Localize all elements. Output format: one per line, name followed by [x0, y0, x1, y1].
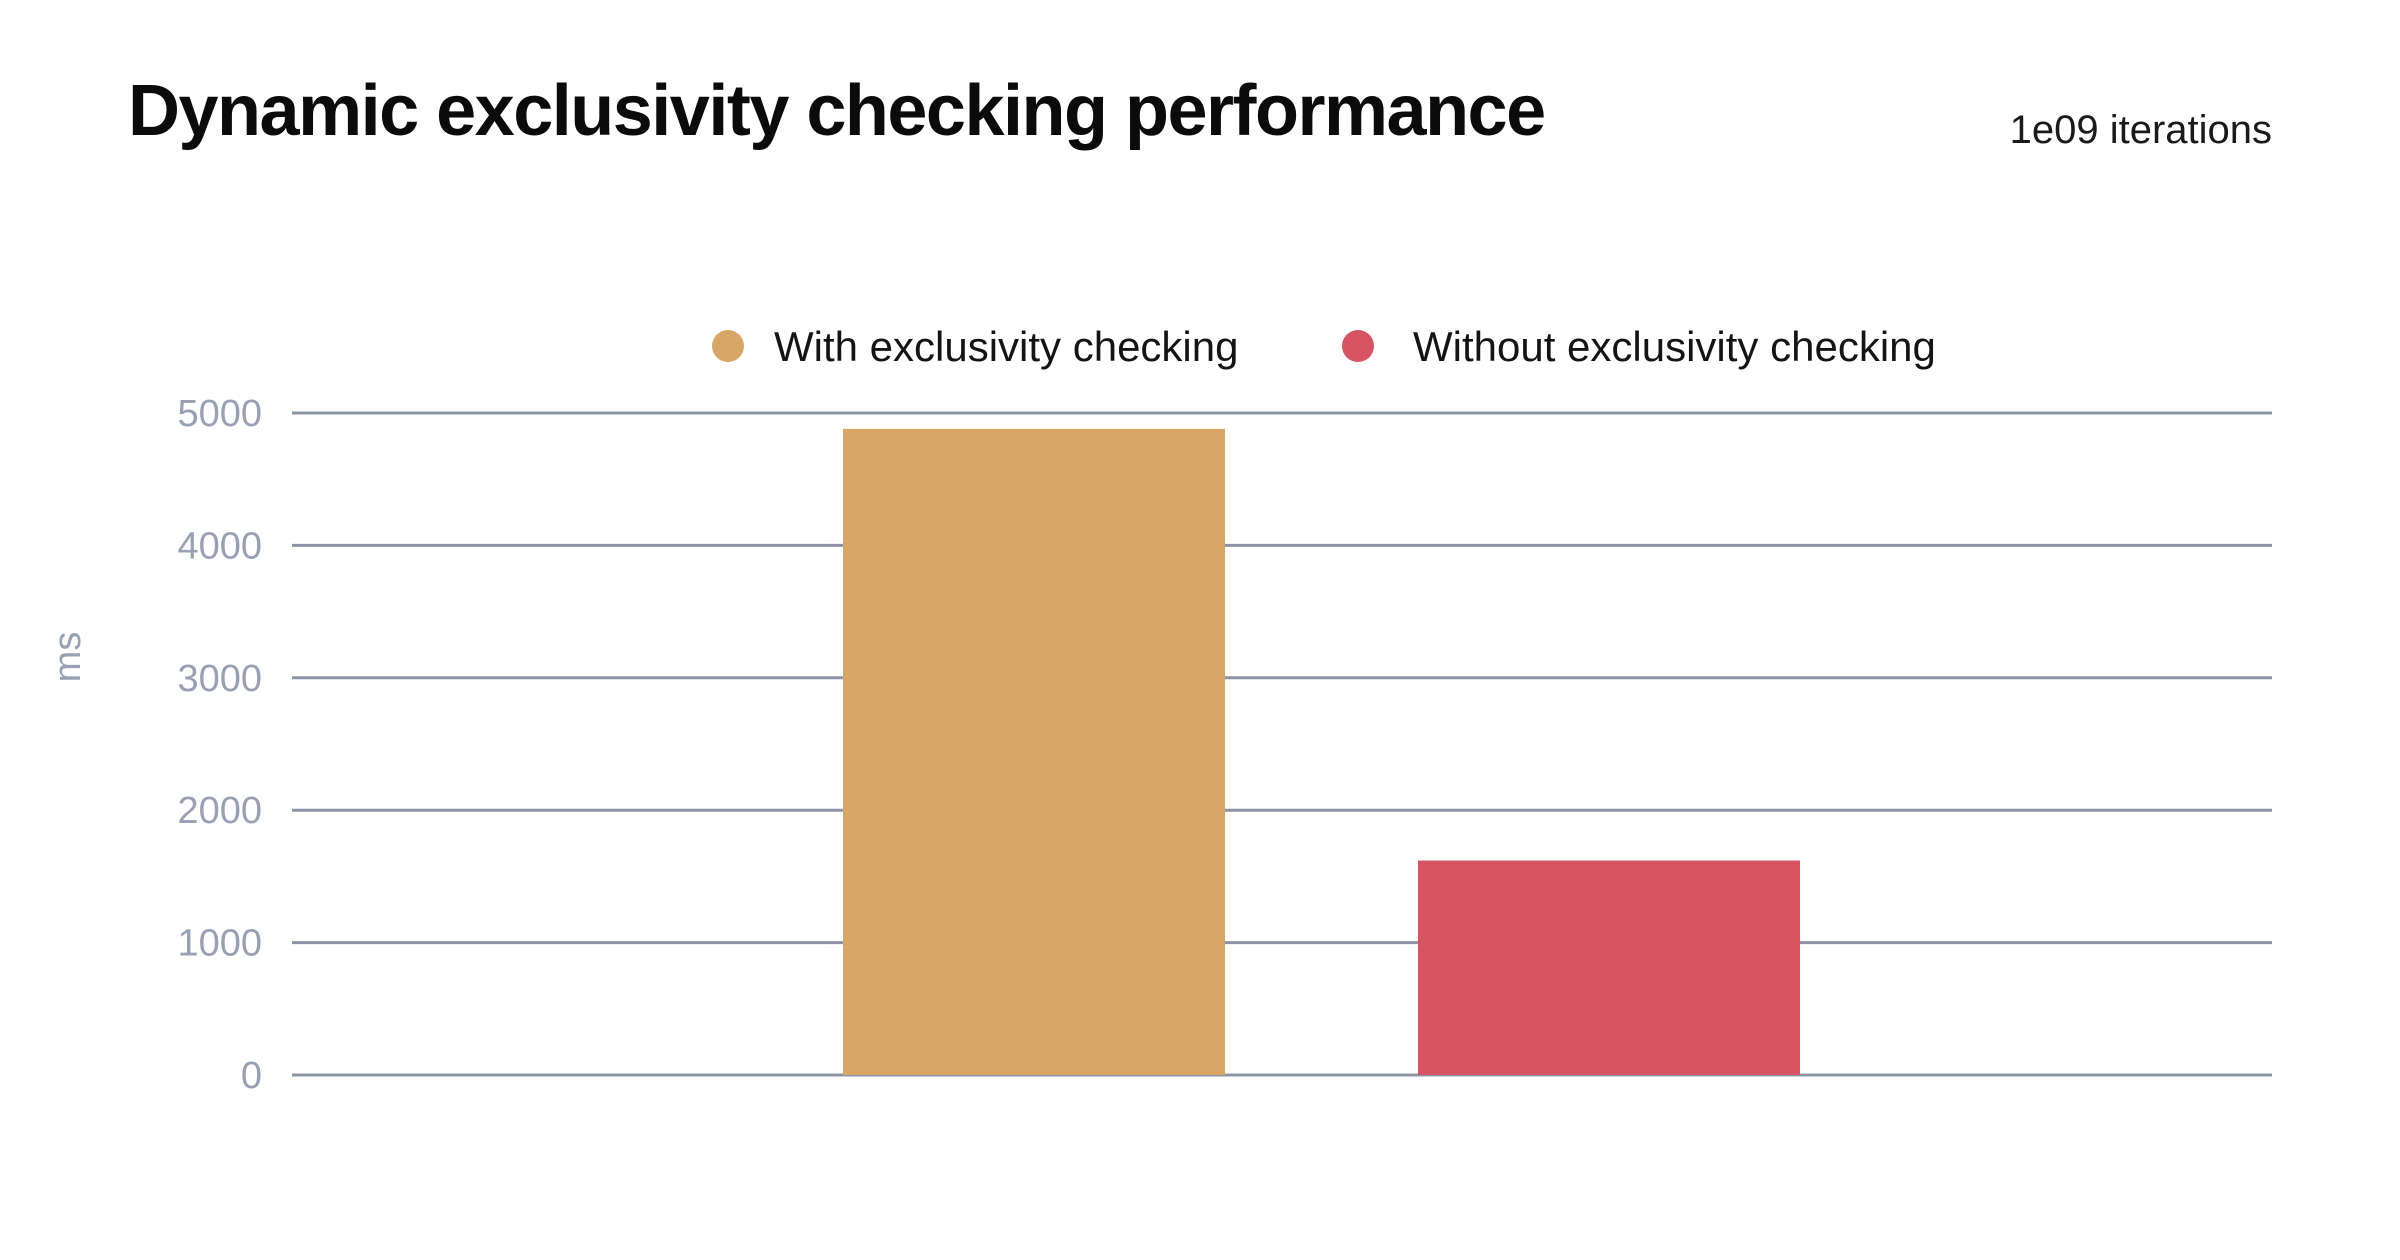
gridlines: [292, 411, 2272, 1077]
legend-label: Without exclusivity checking: [1413, 323, 1936, 370]
y-tick-label: 1000: [177, 923, 262, 965]
y-tick-label: 0: [241, 1055, 262, 1097]
bars: [843, 428, 1800, 1075]
legend-label: With exclusivity checking: [774, 323, 1238, 370]
chart-title: Dynamic exclusivity checking performance: [128, 71, 1546, 151]
y-tick-label: 2000: [177, 790, 262, 832]
legend-swatch: [712, 330, 744, 362]
chart-subtitle: 1e09 iterations: [2009, 108, 2272, 152]
y-axis-label: ms: [47, 632, 89, 683]
y-tick-label: 4000: [177, 525, 262, 567]
bar-without-exclusivity-checking: [1418, 860, 1800, 1075]
legend-swatch: [1342, 330, 1374, 362]
y-tick-label: 3000: [177, 658, 262, 700]
y-axis-ticks: 0 1000 2000 3000 4000 5000: [177, 393, 262, 1097]
legend: With exclusivity checking Without exclusi…: [712, 323, 1936, 370]
bar-with-exclusivity-checking: [843, 428, 1225, 1075]
y-tick-label: 5000: [177, 393, 262, 435]
